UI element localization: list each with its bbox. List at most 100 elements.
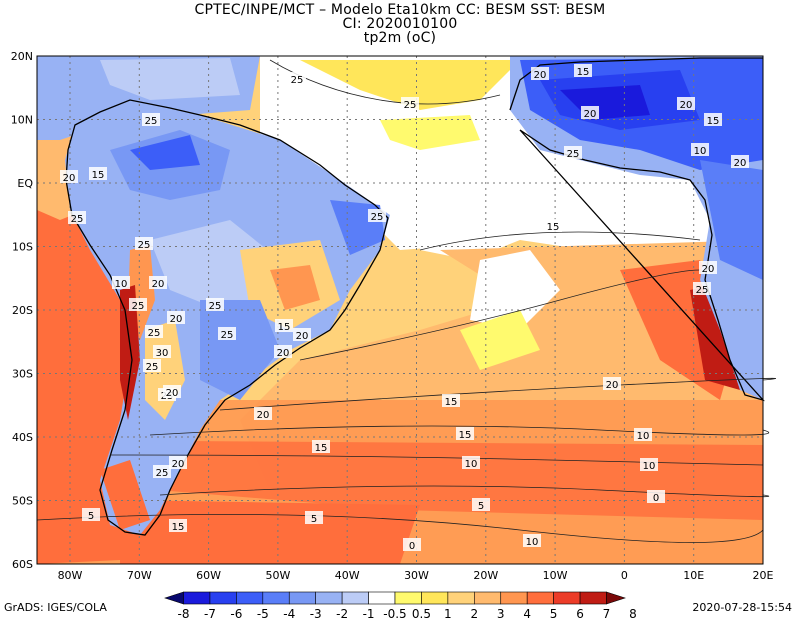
contour-label-bg (544, 219, 562, 232)
lon-tick-label: 10E (683, 569, 704, 582)
contour-label-bg (218, 327, 236, 340)
colorbar-swatch (447, 591, 475, 605)
contour-label-bg (112, 276, 130, 289)
latitude-labels: 20N 10N EQ 10S 20S 30S 40S 50S 60S (11, 50, 34, 571)
title-line-1: CPTEC/INPE/MCT – Modelo Eta10km CC: BESM… (194, 2, 606, 18)
colorbar-swatch (209, 591, 237, 605)
contour-label: 15 (315, 443, 328, 454)
contour-label: 10 (465, 459, 478, 470)
contour-label-bg (129, 298, 147, 311)
colorbar-tick-label: -3 (310, 607, 322, 618)
contour-label: 20 (152, 279, 165, 290)
lon-tick-label: 30W (404, 569, 429, 582)
contour-label-bg (149, 276, 167, 289)
contour-label-bg (574, 64, 592, 77)
contour-label-bg (145, 325, 163, 338)
colorbar-tick-label: -7 (204, 607, 216, 618)
contour-label-bg (305, 511, 323, 524)
contour-label: 25 (146, 362, 159, 373)
lon-tick-label: 10W (543, 569, 568, 582)
contour-label-bg (677, 97, 695, 110)
contour-label-bg (731, 155, 749, 168)
contour-label: 5 (478, 501, 484, 512)
colorbar-tick-label: 2 (470, 607, 478, 618)
contour-label-bg (206, 298, 224, 311)
colorbar-swatch (421, 591, 449, 605)
lat-tick-label: 30S (12, 368, 33, 381)
longitude-labels: 80W 70W 60W 50W 40W 30W 20W 10W 0 10E 20E (58, 569, 774, 582)
contour-label-bg (167, 311, 185, 324)
contour-label: 15 (547, 222, 560, 233)
contour-label-bg (704, 113, 722, 126)
contour-label-bg (640, 458, 658, 471)
contour-label-bg (274, 345, 292, 358)
lon-tick-label: 40W (335, 569, 360, 582)
contour-label-bg (693, 282, 711, 295)
colorbar-tick-label: -1 (363, 607, 375, 618)
contour-label: 10 (637, 431, 650, 442)
title-line-2: CI: 2020010100 (342, 16, 458, 32)
contour-label: 25 (209, 301, 222, 312)
colorbar-tick-label: 5 (550, 607, 558, 618)
contour-label: 25 (145, 116, 158, 127)
contour-label-bg (82, 508, 100, 521)
contour-label: 20 (172, 459, 185, 470)
colorbar-tick-label: 6 (576, 607, 584, 618)
contour-label: 15 (459, 430, 472, 441)
contour-label-bg (60, 170, 78, 183)
colorbar-tick-label: 0.5 (412, 607, 431, 618)
contour-label: 20 (534, 70, 547, 81)
lon-tick-label: 20E (753, 569, 774, 582)
lon-tick-label: 60W (196, 569, 221, 582)
contour-label: 10 (115, 279, 128, 290)
contour-label-bg (472, 498, 490, 511)
contour-label-bg (275, 319, 293, 332)
contour-label-bg (442, 394, 460, 407)
contour-label-bg (564, 146, 582, 159)
lon-tick-label: 80W (58, 569, 83, 582)
contour-label: 20 (296, 331, 309, 342)
contour-label: 20 (584, 109, 597, 120)
contour-label: 15 (278, 322, 291, 333)
contour-label-bg (293, 328, 311, 341)
contour-label-bg (647, 490, 665, 503)
contour-label: 25 (156, 468, 169, 479)
contour-label-bg (153, 465, 171, 478)
lon-tick-label: 70W (127, 569, 152, 582)
colorbar-swatch (236, 591, 264, 605)
contour-label: 20 (680, 100, 693, 111)
colorbar-swatch (183, 591, 211, 605)
colorbar-tick-label: -8 (178, 607, 190, 618)
contour-label: 15 (577, 67, 590, 78)
colorbar-tick-label: -2 (336, 607, 348, 618)
contour-label: 20 (257, 410, 270, 421)
colorbar: -8 -7 -6 -5 -4 -3 -2 -1 -0.5 0.5 1 2 3 4 5 6 7 8 (164, 591, 637, 618)
contour-label-bg (254, 407, 272, 420)
colorbar-swatch (606, 591, 626, 605)
contour-label: 10 (643, 461, 656, 472)
footer-timestamp: 2020-07-28-15:54 (692, 601, 792, 614)
colorbar-tick-label: 8 (629, 607, 637, 618)
contour-label-bg (403, 538, 421, 551)
contour-label-bg (288, 72, 306, 85)
colorbar-tick-label: 7 (603, 607, 611, 618)
contour-label: 15 (707, 116, 720, 127)
colorbar-tick-label: -5 (257, 607, 269, 618)
contour-label-bg (581, 106, 599, 119)
contour-label: 25 (132, 301, 145, 312)
contour-label-bg (153, 345, 171, 358)
contour-label: 20 (170, 314, 183, 325)
colorbar-swatch (315, 591, 343, 605)
contour-label-bg (456, 427, 474, 440)
colorbar-swatch (262, 591, 290, 605)
lat-tick-label: 10N (11, 114, 33, 127)
colorbar-swatch (368, 591, 396, 605)
contour-label: 25 (138, 240, 151, 251)
contour-label: 20 (606, 380, 619, 391)
contour-label-bg (135, 237, 153, 250)
contour-label-bg (68, 211, 86, 224)
contour-label: 25 (404, 100, 417, 111)
contour-label-bg (89, 167, 107, 180)
contour-label: 20 (277, 348, 290, 359)
